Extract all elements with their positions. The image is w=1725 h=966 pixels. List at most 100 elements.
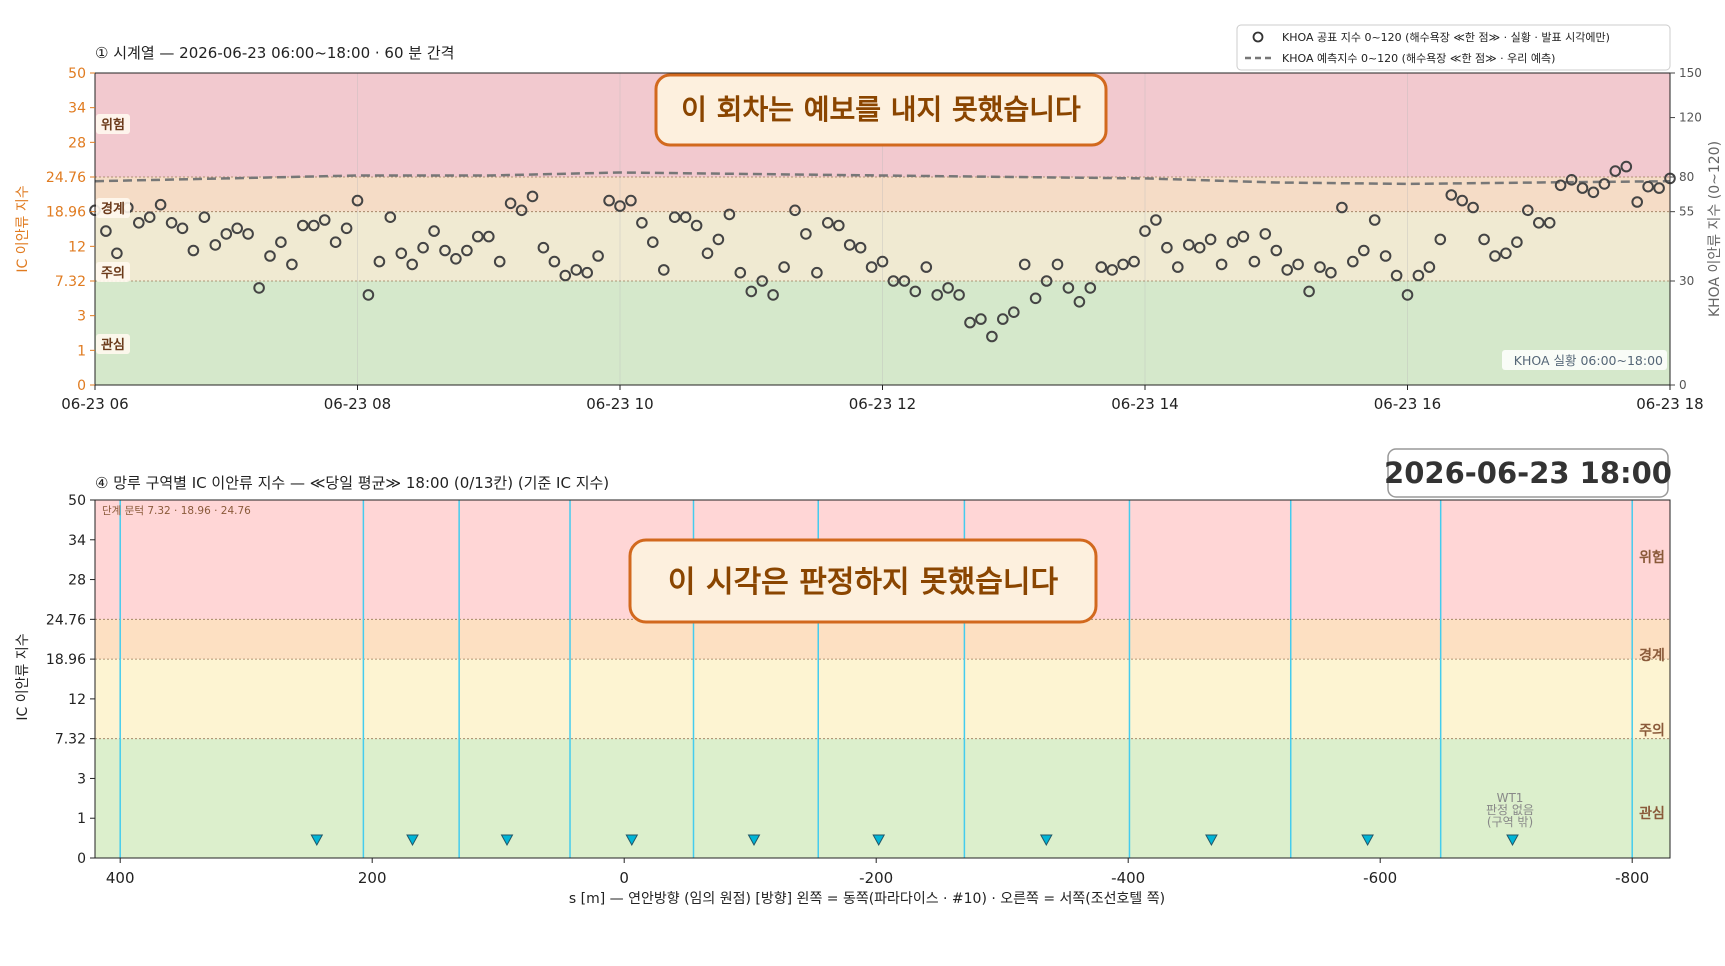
- observed-point: [822, 217, 834, 229]
- observed-point: [592, 250, 604, 262]
- top-right-tick-label: 30: [1679, 274, 1694, 288]
- observed-point: [1598, 178, 1611, 190]
- khoa-observed-tag: KHOA 실황 06:00~18:00: [1502, 350, 1667, 370]
- top-x-axis: 06-23 06 06-23 08 06-23 10 06-23 12 06-23 14…: [61, 385, 1704, 413]
- top-right-axis-label: KHOA 이안류 지수 (0~120): [1707, 141, 1723, 317]
- observed-point: [986, 330, 998, 343]
- observed-point: [1511, 236, 1523, 248]
- observed-point: [461, 244, 473, 257]
- observed-point: [1423, 261, 1436, 273]
- svg-text:판정 없음: 판정 없음: [1486, 803, 1534, 817]
- bottom-left-tick-label: 1: [77, 811, 86, 827]
- observed-point: [690, 219, 703, 232]
- observed-point: [1237, 230, 1250, 243]
- observed-point: [854, 241, 867, 254]
- threshold-lines: [95, 618, 1670, 740]
- observed-point: [920, 261, 933, 273]
- top-x-tick-label: 06-23 06: [61, 395, 128, 413]
- zone-label-warning: 경계: [101, 201, 125, 217]
- top-x-tick-label: 06-23 12: [849, 395, 916, 413]
- observed-point: [242, 228, 254, 240]
- observed-point: [679, 211, 692, 223]
- observed-point: [953, 289, 965, 301]
- bottom-left-tick-label: 7.32: [55, 732, 86, 748]
- caution-zone-band: [95, 659, 1670, 739]
- zone-label-caution: 주의: [1639, 722, 1665, 739]
- observed-point: [723, 208, 736, 221]
- observed-point: [603, 194, 615, 207]
- observed-point: [1259, 228, 1272, 240]
- observed-point: [1139, 225, 1151, 237]
- observed-point: [1062, 282, 1075, 294]
- observed-point: [362, 289, 375, 301]
- tower-marker: [1506, 834, 1519, 847]
- observed-point: [1533, 217, 1545, 229]
- top-left-tick-label: 1: [77, 343, 86, 359]
- bottom-zone-labels: 위험 경계 주의 관심: [1639, 549, 1665, 822]
- bottom-plot-frame: [94, 499, 1671, 859]
- top-right-tick-label: 80: [1679, 170, 1694, 184]
- observed-point: [756, 275, 769, 287]
- observed-point: [1281, 264, 1293, 276]
- observed-point: [143, 211, 156, 223]
- observed-point: [778, 261, 790, 273]
- observed-point: [1642, 180, 1654, 193]
- bottom-no-judgement-banner: 이 시각은 판정하지 못했습니다: [628, 538, 1098, 624]
- observed-point: [1095, 261, 1108, 273]
- observed-point: [504, 197, 517, 210]
- timestamp-box: 2026-06-23 18:00: [1384, 448, 1672, 498]
- observed-point: [1128, 255, 1140, 268]
- observed-point: [898, 275, 911, 287]
- bottom-x-tick-label: -600: [1363, 869, 1397, 887]
- observed-point: [1554, 179, 1567, 192]
- top-right-tick-label: 120: [1679, 111, 1702, 125]
- zone-label-danger: 위험: [1639, 549, 1665, 566]
- bottom-x-tick-label: 0: [619, 869, 629, 887]
- tower-marker: [1205, 834, 1218, 847]
- observed-point: [1051, 258, 1064, 271]
- threshold-note: 단계 문턱 7.32 · 18.96 · 24.76: [102, 505, 251, 517]
- observed-point: [483, 230, 495, 243]
- zone-label-warning: 경계: [1639, 647, 1665, 664]
- observed-point: [1631, 196, 1643, 208]
- observed-point: [329, 236, 342, 248]
- observed-point: [1161, 241, 1173, 254]
- observed-point: [1270, 244, 1283, 257]
- bottom-left-tick-label: 18.96: [46, 652, 86, 668]
- observed-point: [712, 233, 725, 246]
- top-no-forecast-banner: 이 회차는 예보를 내지 못했습니다: [654, 73, 1108, 147]
- bottom-left-tick-label: 50: [68, 493, 86, 509]
- bottom-x-tick-label: -800: [1615, 869, 1649, 887]
- observed-point: [581, 266, 594, 279]
- observed-point: [964, 316, 976, 329]
- observed-point: [843, 239, 856, 251]
- svg-text:(구역 밖): (구역 밖): [1487, 815, 1533, 829]
- bottom-left-tick-label: 12: [68, 692, 86, 708]
- interest-zone-band: [95, 738, 1670, 858]
- observed-point: [1084, 282, 1097, 294]
- observed-point: [373, 255, 386, 268]
- observed-point: [1073, 296, 1086, 308]
- observed-point: [1117, 258, 1129, 271]
- observed-point: [154, 198, 167, 211]
- observed-point: [1412, 269, 1425, 282]
- svg-text:KHOA 실황 06:00~18:00: KHOA 실황 06:00~18:00: [1514, 353, 1663, 368]
- observed-point: [1172, 261, 1184, 273]
- observed-point: [1445, 189, 1458, 201]
- observed-point: [1204, 233, 1217, 246]
- observed-point: [1008, 306, 1020, 319]
- top-left-tick-label: 50: [68, 66, 86, 82]
- observed-point: [1543, 217, 1556, 229]
- svg-text:WT1: WT1: [1497, 791, 1524, 805]
- observed-point: [1336, 201, 1348, 214]
- observed-point: [1401, 289, 1414, 301]
- top-panel-title: ① 시계열 — 2026-06-23 06:00~18:00 · 60 분 간격: [95, 44, 454, 62]
- top-left-tick-label: 34: [68, 101, 86, 117]
- top-x-tick-label: 06-23 10: [586, 395, 653, 413]
- observed-point: [570, 264, 583, 276]
- observed-point: [1193, 241, 1206, 254]
- observed-point: [1576, 182, 1589, 194]
- observed-point: [1215, 258, 1228, 271]
- observed-point: [264, 250, 276, 262]
- observed-point: [526, 190, 539, 203]
